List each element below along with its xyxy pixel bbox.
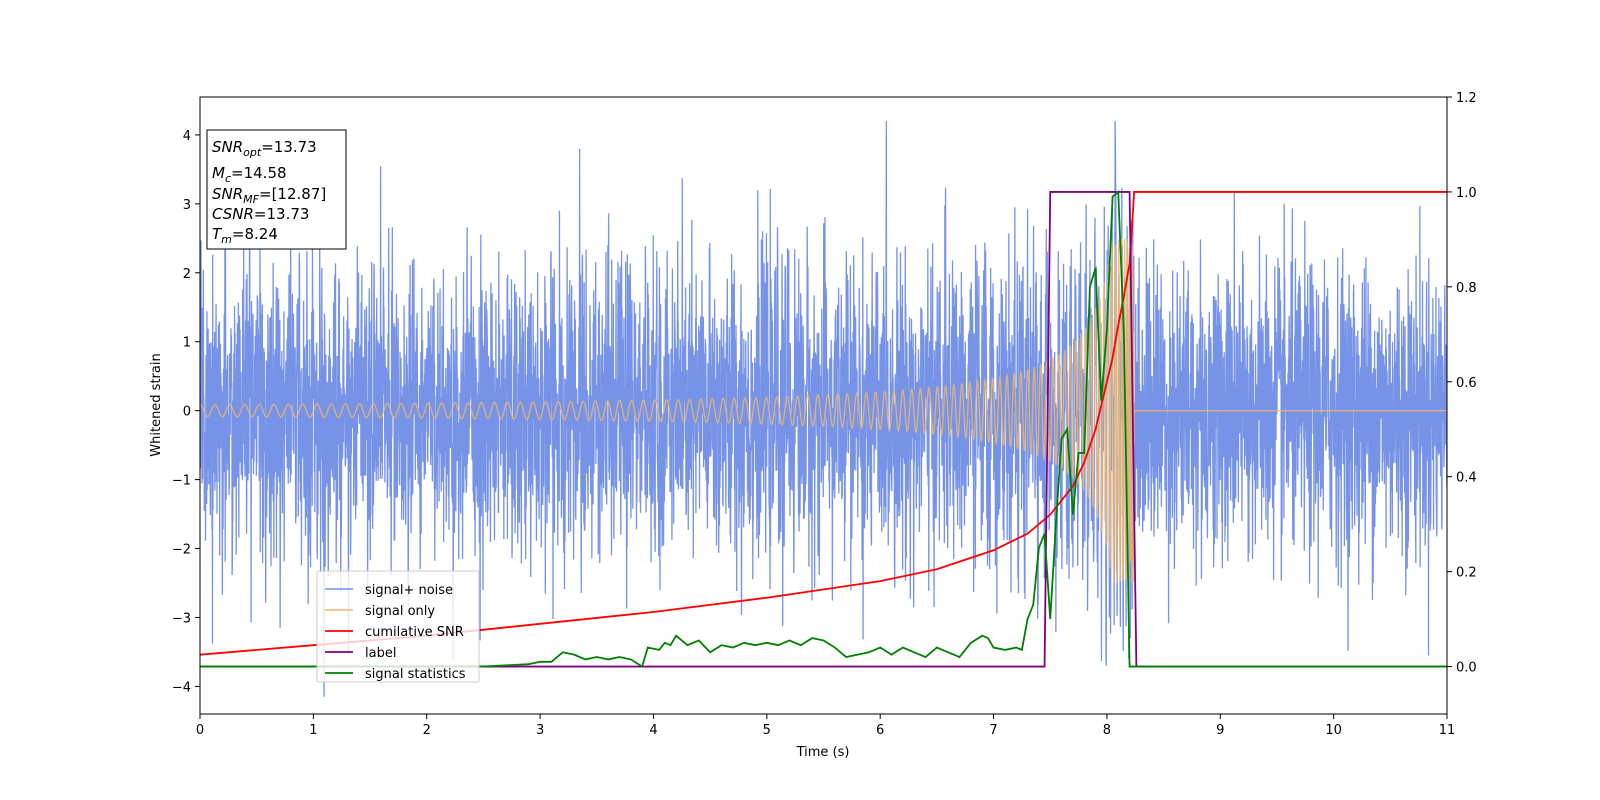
- y2-tick-label: 0.8: [1456, 281, 1477, 296]
- signal-statistics-line: [200, 190, 1447, 668]
- y-tick-label: 2: [183, 267, 191, 282]
- legend-label: signal statistics: [365, 667, 466, 682]
- x-tick-label: 7: [989, 723, 997, 738]
- x-tick-label: 8: [1103, 723, 1111, 738]
- legend-label: signal only: [365, 604, 435, 619]
- x-tick-label: 9: [1216, 723, 1224, 738]
- signal-only-line: [200, 238, 1447, 583]
- y2-tick-label: 1.2: [1456, 91, 1477, 106]
- signal-plus-noise-line: [200, 121, 1447, 697]
- x-tick-label: 2: [423, 723, 431, 738]
- csnr-annotation: CSNR=13.73: [212, 205, 309, 223]
- y2-tick-label: 0.4: [1456, 471, 1477, 486]
- x-axis: 0 1 2 3 4 5 6 7 8 9 10 11: [196, 714, 1455, 738]
- snr-mf-annotation: SNRMF=[12.87]: [212, 185, 326, 206]
- x-tick-label: 11: [1439, 723, 1456, 738]
- y2-tick-label: 1.0: [1456, 186, 1477, 201]
- y-axis-left: −4 −3 −2 −1 0 1 2 3 4: [172, 129, 200, 695]
- legend-entries: signal+ noise signal only cumilative SNR la…: [325, 583, 466, 682]
- chirp-mass-annotation: Mc=14.58: [212, 164, 287, 185]
- x-tick-label: 5: [763, 723, 771, 738]
- x-tick-label: 10: [1325, 723, 1342, 738]
- legend-label: signal+ noise: [365, 583, 453, 598]
- x-tick-label: 1: [309, 723, 317, 738]
- x-tick-label: 4: [649, 723, 657, 738]
- y-tick-label: 3: [183, 198, 191, 213]
- y-tick-label: −1: [172, 474, 191, 489]
- y-tick-label: 0: [183, 405, 191, 420]
- merger-time-annotation: Tm=8.24: [212, 225, 278, 246]
- y-tick-label: −3: [172, 611, 191, 626]
- plot-frame: [199, 96, 1448, 715]
- y2-tick-label: 0.2: [1456, 566, 1477, 581]
- legend-label: label: [365, 646, 396, 661]
- y-axis-right: 0.0 0.2 0.4 0.6 0.8 1.0 1.2: [1447, 91, 1477, 676]
- y-tick-label: 4: [183, 129, 191, 144]
- legend: signal+ noise signal only cumilative SNR la…: [316, 570, 480, 683]
- legend-label: cumilative SNR: [365, 625, 464, 640]
- y-axis-label: Whitened strain: [149, 353, 164, 456]
- y-tick-label: 1: [183, 336, 191, 351]
- snr-opt-annotation: SNRopt=13.73: [212, 138, 317, 159]
- legend-frame: [316, 570, 480, 683]
- x-tick-label: 3: [536, 723, 544, 738]
- y-tick-label: −2: [172, 543, 191, 558]
- cumulative-snr-line: [200, 191, 1447, 656]
- series-layer: [200, 121, 1447, 697]
- y2-tick-label: 0.6: [1456, 376, 1477, 391]
- y2-tick-label: 0.0: [1456, 661, 1477, 676]
- info-box-frame: [206, 129, 347, 250]
- y-tick-label: −4: [172, 680, 191, 695]
- x-tick-label: 0: [196, 723, 204, 738]
- x-tick-label: 6: [876, 723, 884, 738]
- info-box: SNRopt=13.73 Mc=14.58 SNRMF=[12.87] CSNR…: [206, 129, 347, 250]
- x-axis-label: Time (s): [796, 745, 850, 760]
